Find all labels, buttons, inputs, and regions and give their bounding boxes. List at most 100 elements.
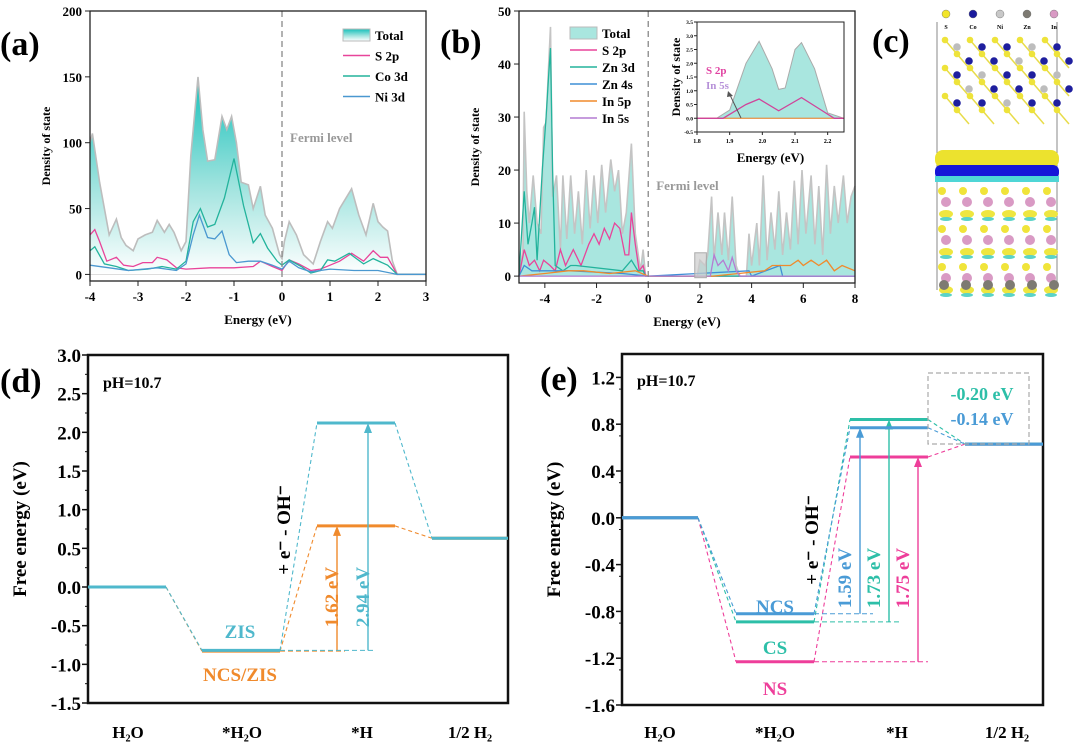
legend-atom-in [1049,9,1059,19]
x-tick-label: 3 [423,289,430,304]
difference-box [927,372,1030,445]
inset-x-tick-label: 2.0 [759,139,767,145]
x-tick-label: -2 [591,291,602,306]
series-label: NCS/ZIS [203,665,277,686]
x-axis-label: Energy (eV) [653,314,721,329]
plot-frame [518,10,856,284]
level-connector [394,422,433,539]
y-tick-label: 150 [63,70,83,85]
legend-label: Zn 3d [602,60,636,75]
x-tick-label: 6 [800,291,807,306]
legend-atom-co [968,9,978,19]
plot-frame [620,352,1045,707]
legend-atom-label: Zn [1023,25,1031,31]
level-connector [279,525,318,652]
level-connector [279,422,318,651]
barrier-label: 1.73 eV [864,548,885,608]
y-tick-label: 10 [498,216,511,231]
y-tick-label: 0 [505,269,512,284]
y-tick-label: -0.8 [585,602,615,623]
series-in-5p [518,259,856,277]
y-tick-label: 100 [63,136,83,151]
legend-label: Total [602,26,631,41]
inset-y-tick-label: 3.0 [686,34,693,40]
level-connector [697,517,737,662]
y-tick-label: 1.5 [57,462,81,483]
y-axis-label: Density of state [468,107,482,186]
inset-y-tick-label: -0.5 [684,130,693,136]
y-tick-label: -1.5 [51,694,81,715]
ph-annotation: pH=10.7 [103,375,161,392]
x-tick-label: 2 [697,291,704,306]
x-category-label: H₂O [112,723,144,742]
series-label: NCS [756,597,794,618]
total-dos-fill [90,76,426,275]
y-tick-label: 0 [76,267,83,282]
inset-x-tick-label: 2.1 [791,139,799,145]
legend-label: Co 3d [375,69,409,84]
x-tick-label: -4 [85,289,96,304]
y-tick-label: -0.5 [51,617,81,638]
atomic-structure-image: S Co Ni Zn In [935,9,1073,297]
inset-label-in5s: In 5s [706,80,730,92]
y-tick-label: 1.0 [57,501,81,522]
y-tick-label: 50 [69,202,82,217]
inset-y-tick-label: 0.5 [686,103,693,109]
arrow-head-icon [364,423,372,434]
dos-chart-1: -4 -2 0 2 4 6 8 0 10 20 30 40 50 Energy (eV) Density o… [468,4,859,329]
inset-y-tick-label: 2.5 [686,48,693,54]
fermi-level-label: Fermi level [656,178,719,193]
fermi-level-label: Fermi level [290,130,353,145]
x-category-label: H₂O [644,723,676,742]
series-zn-3d [518,48,855,277]
panel-label-b: (b) [440,24,482,61]
series-total [89,76,426,276]
plot-frame [89,10,427,282]
inset-y-tick-label: 1.0 [686,89,693,95]
x-category-label: 1/2 H₂ [985,723,1029,742]
panel-label-e: (e) [540,361,578,398]
series-in-5s [519,252,855,277]
inset-y-tick-label: 3.5 [686,20,693,26]
y-tick-label: 3.0 [57,346,81,367]
legend-atom-label: Co [969,25,976,31]
y-tick-label: -1.0 [51,655,81,676]
y-tick-label: 20 [498,163,511,178]
series-s-2p [89,228,426,276]
zoom-region-box [694,252,707,279]
inset-chart: 1.8 1.9 2.0 2.1 2.2 -0.5 0.0 0.5 1.0 1.5 2.0 2.5 3.0… [669,20,845,165]
y-tick-label: 0.0 [591,509,615,530]
level-connector [394,525,433,539]
x-category-label: *H [351,723,373,742]
level-connector [813,419,851,623]
x-category-label: *H [886,723,908,742]
level-connector [697,517,737,623]
x-tick-label: 8 [852,291,859,306]
series-label: CS [763,638,787,659]
level-connector [927,443,966,458]
arrow-head-icon [333,525,341,536]
inset-y-axis-label: Density of state [669,37,683,116]
inset-x-tick-label: 2.2 [824,139,832,145]
panel-label-d: (d) [0,363,42,400]
legend-label: Total [375,28,404,43]
legend-atom-label: S [944,25,948,31]
barrier-label: 1.75 eV [893,548,914,608]
free-energy-diagram-3: 1.2 0.8 0.4 0.0 -0.4 -0.8 -1.2 -1.6 Free energy … [544,352,1045,742]
series-label: NS [763,679,787,700]
level-connector [927,419,966,445]
x-tick-label: -3 [133,289,144,304]
y-tick-label: -1.6 [585,696,615,717]
level-connector [927,427,966,445]
x-tick-label: 1 [327,289,334,304]
level-connector [697,517,737,614]
legend-label: Zn 4s [602,77,633,92]
x-category-label: *H₂O [755,723,795,742]
x-tick-label: 2 [375,289,382,304]
legend-label: In 5p [602,94,631,109]
barrier-label: 2.94 eV [353,567,374,627]
legend-atom-label: In [1051,25,1057,31]
legend-swatch-total [569,26,598,40]
legend-label: S 2p [602,43,626,58]
